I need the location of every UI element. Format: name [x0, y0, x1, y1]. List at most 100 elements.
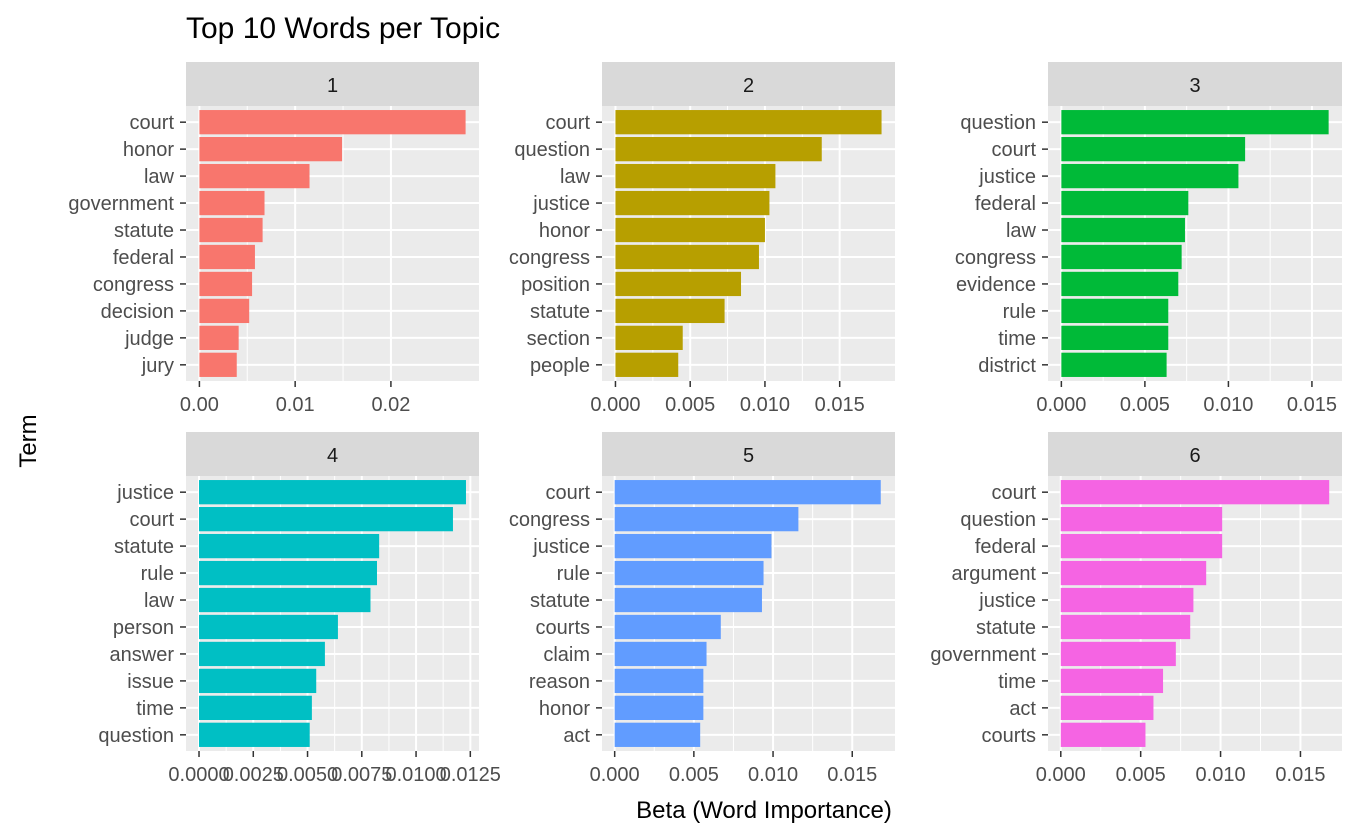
bar-section	[615, 325, 683, 350]
term-label: justice	[532, 193, 590, 215]
term-label: justice	[978, 590, 1036, 612]
bar-act	[614, 722, 701, 747]
bar-honor	[614, 695, 704, 720]
bar-honor	[615, 217, 765, 243]
term-label: section	[527, 328, 590, 350]
term-label: act	[563, 725, 590, 747]
bar-evidence	[1061, 271, 1179, 297]
bar-congress	[614, 507, 799, 532]
bar-law	[199, 587, 371, 613]
term-label: district	[978, 355, 1036, 377]
term-label: government	[930, 644, 1036, 666]
term-label: question	[98, 725, 174, 747]
facet-strip-label: 4	[327, 445, 338, 467]
term-label: government	[68, 193, 174, 215]
term-label: congress	[955, 247, 1036, 269]
term-label: law	[144, 590, 175, 612]
bar-question	[615, 137, 822, 162]
term-label: issue	[127, 671, 174, 693]
bar-courts	[614, 614, 721, 640]
x-tick-label: 0.01	[276, 394, 315, 416]
bar-court	[615, 110, 882, 135]
x-tick-label: 0.010	[1196, 764, 1246, 786]
term-label: congress	[93, 274, 174, 296]
term-label: claim	[543, 644, 590, 666]
facet-strip-label: 1	[327, 75, 338, 97]
term-label: rule	[141, 563, 174, 585]
bar-law	[199, 163, 310, 189]
bar-court	[614, 480, 881, 505]
bar-issue	[199, 668, 317, 694]
term-label: judge	[124, 328, 174, 350]
bar-time	[199, 695, 312, 720]
term-label: question	[514, 139, 590, 161]
term-label: court	[992, 139, 1037, 161]
term-label: statute	[530, 590, 590, 612]
term-label: time	[998, 328, 1036, 350]
bar-courts	[1060, 722, 1146, 747]
bar-decision	[199, 298, 250, 324]
x-tick-label: 0.005	[669, 764, 719, 786]
term-label: time	[998, 671, 1036, 693]
bar-question	[1061, 110, 1329, 135]
term-label: time	[136, 698, 174, 720]
facet-panel-4: 4 justice court statute rule law person answer i…	[98, 432, 501, 786]
term-label: reason	[529, 671, 590, 693]
bar-justice	[615, 190, 770, 216]
term-label: justice	[978, 166, 1036, 188]
facet-strip	[1048, 62, 1342, 106]
term-label: courts	[982, 725, 1036, 747]
facet-strip	[602, 62, 895, 106]
x-tick-label: 0.0000	[168, 764, 229, 786]
facet-strip	[186, 62, 479, 106]
x-tick-label: 0.005	[665, 394, 715, 416]
term-label: statute	[114, 536, 174, 558]
bar-law	[1061, 217, 1185, 243]
term-label: honor	[539, 220, 590, 242]
term-label: act	[1009, 698, 1036, 720]
bar-time	[1061, 325, 1169, 350]
bar-jury	[199, 352, 237, 377]
term-label: person	[113, 617, 174, 639]
bar-federal	[1060, 533, 1223, 559]
x-tick-label: 0.005	[1116, 764, 1166, 786]
term-label: statute	[530, 301, 590, 323]
bar-person	[199, 614, 338, 640]
bar-rule	[614, 560, 764, 586]
bar-court	[1060, 480, 1330, 505]
x-tick-label: 0.010	[748, 764, 798, 786]
bar-federal	[1061, 190, 1189, 216]
x-tick-label: 0.0075	[331, 764, 392, 786]
bar-court	[199, 110, 466, 135]
bar-congress	[615, 244, 759, 270]
term-label: justice	[116, 482, 174, 504]
term-label: congress	[509, 509, 590, 531]
x-tick-label: 0.005	[1120, 394, 1170, 416]
term-label: justice	[532, 536, 590, 558]
term-label: jury	[141, 355, 174, 377]
term-label: courts	[536, 617, 590, 639]
x-tick-label: 0.0025	[223, 764, 284, 786]
bar-statute	[615, 298, 725, 324]
x-tick-label: 0.000	[1036, 764, 1086, 786]
term-label: federal	[975, 193, 1036, 215]
term-label: law	[1006, 220, 1037, 242]
bar-judge	[199, 325, 239, 350]
facet-strip-label: 2	[743, 75, 754, 97]
bar-act	[1060, 695, 1154, 720]
term-label: law	[560, 166, 591, 188]
facet-strip	[602, 432, 895, 476]
bar-law	[615, 163, 776, 189]
bar-claim	[614, 641, 707, 667]
term-label: people	[530, 355, 590, 377]
term-label: evidence	[956, 274, 1036, 296]
term-label: federal	[113, 247, 174, 269]
bar-people	[615, 352, 679, 377]
x-tick-label: 0.015	[827, 764, 877, 786]
bar-rule	[199, 560, 377, 586]
facet-panel-6: 6 court question federal argument justice stat…	[930, 432, 1342, 786]
term-label: answer	[110, 644, 175, 666]
x-tick-label: 0.0050	[277, 764, 338, 786]
term-label: law	[144, 166, 175, 188]
bar-government	[1060, 641, 1176, 667]
